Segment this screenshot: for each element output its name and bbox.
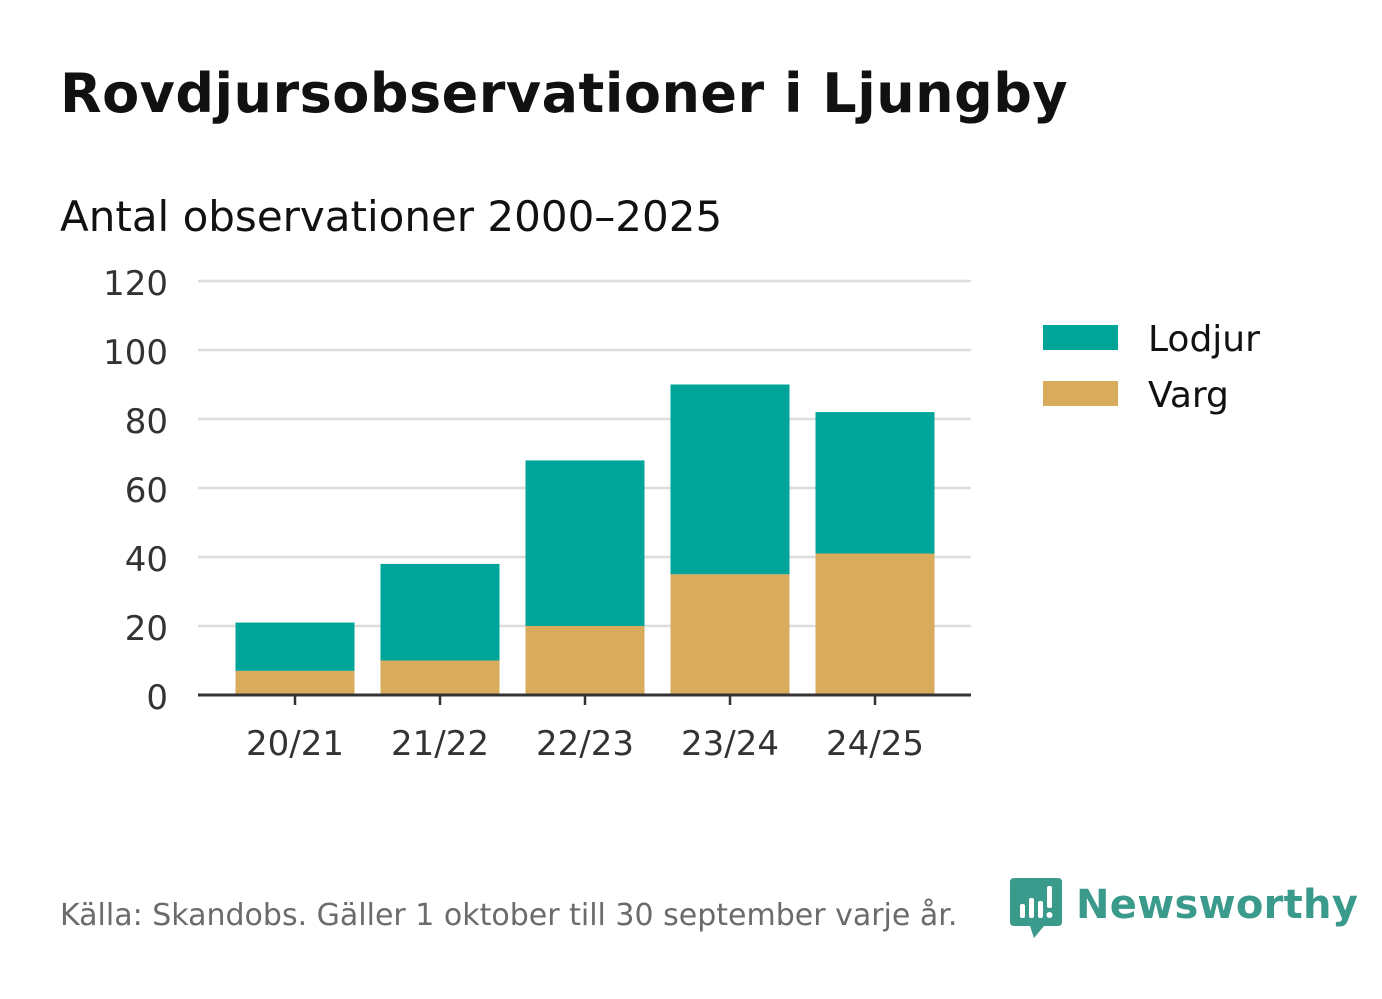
legend-label-lodjur: Lodjur [1148, 319, 1260, 360]
bar-varg-23-24 [670, 574, 790, 695]
y-tick-label: 120 [103, 264, 168, 304]
x-tick-label: 23/24 [681, 724, 779, 764]
bar-lodjur-22-23 [525, 460, 645, 626]
x-tick-label: 24/25 [826, 724, 924, 764]
brand: Newsworthy [1010, 878, 1358, 942]
bar-lodjur-21-22 [380, 563, 500, 661]
chart-subtitle: Antal observationer 2000–2025 [60, 192, 723, 241]
y-tick-label: 60 [125, 471, 168, 511]
y-tick-label: 40 [125, 540, 168, 580]
legend-label-varg: Varg [1148, 375, 1229, 416]
x-tick-label: 21/22 [391, 724, 489, 764]
bar-varg-21-22 [380, 660, 500, 695]
y-tick-label: 20 [125, 609, 168, 649]
source-note: Källa: Skandobs. Gäller 1 oktober till 3… [60, 898, 958, 933]
brand-name: Newsworthy [1076, 882, 1359, 928]
x-tick-label: 22/23 [536, 724, 634, 764]
bar-varg-24-25 [815, 553, 935, 695]
y-tick-label: 100 [103, 333, 168, 373]
bar-varg-20-21 [235, 670, 355, 695]
bar-varg-22-23 [525, 626, 645, 695]
bar-lodjur-20-21 [235, 622, 355, 671]
y-tick-label: 0 [146, 678, 168, 718]
chart-title: Rovdjursobservationer i Ljungby [60, 62, 1069, 125]
x-tick-label: 20/21 [246, 724, 344, 764]
bar-lodjur-24-25 [815, 412, 935, 554]
y-tick-label: 80 [125, 402, 168, 442]
legend-swatch-lodjur [1043, 325, 1118, 350]
legend-swatch-varg [1043, 381, 1118, 406]
newsworthy-logo-icon [1010, 878, 1062, 938]
bar-lodjur-23-24 [670, 384, 790, 575]
